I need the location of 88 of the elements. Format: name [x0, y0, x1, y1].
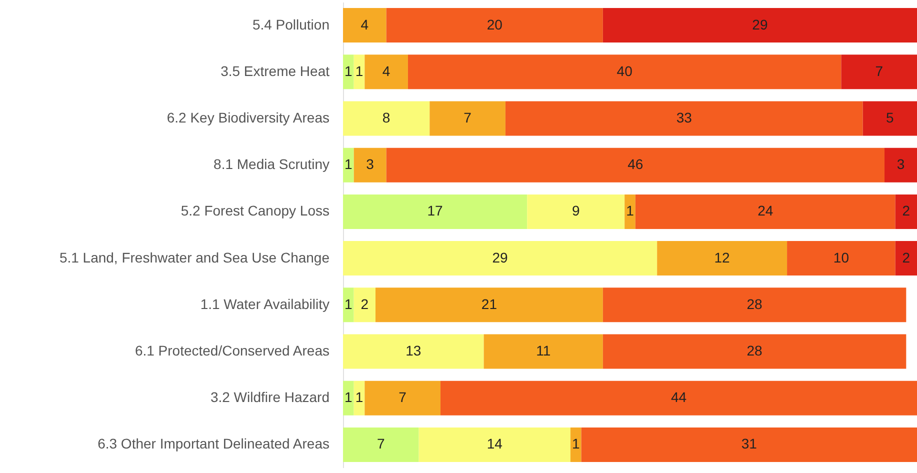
bar — [602, 334, 906, 369]
data-label: 17 — [427, 202, 444, 219]
bar — [624, 194, 636, 229]
data-label: 31 — [741, 436, 758, 452]
data-label: 4 — [360, 16, 369, 32]
bar — [343, 8, 386, 43]
data-label: 1 — [355, 389, 364, 406]
y-tick-label: 6.2 Key Biodiversity Areas — [166, 110, 330, 126]
y-tick-label: 5.1 Land, Freshwater and Sea Use Change — [59, 249, 330, 266]
bar — [430, 101, 506, 136]
data-label: 1 — [626, 202, 634, 219]
bar — [408, 54, 842, 90]
data-label: 3 — [366, 156, 374, 172]
data-label: 24 — [758, 202, 774, 219]
data-label: 46 — [628, 156, 644, 172]
y-tick-label: 5.2 Forest Canopy Loss — [180, 202, 330, 219]
data-label: 5 — [886, 110, 894, 126]
data-label: 28 — [746, 342, 763, 358]
data-label: 7 — [875, 62, 884, 79]
data-label: 12 — [714, 249, 730, 266]
bar — [787, 241, 896, 276]
bar — [841, 54, 917, 90]
y-tick-label: 6.1 Protected/Conserved Areas — [134, 342, 330, 358]
data-label: 44 — [670, 389, 687, 406]
data-label: 28 — [746, 296, 763, 312]
data-label: 2 — [902, 249, 910, 266]
bar — [343, 427, 419, 462]
bar — [505, 101, 863, 136]
data-label: 4 — [382, 62, 390, 79]
bar — [343, 241, 658, 276]
bar — [343, 54, 354, 90]
bar — [364, 54, 408, 90]
data-label: 1 — [344, 156, 353, 172]
data-label: 1 — [355, 62, 364, 79]
y-tick-label: 5.4 Pollution — [252, 16, 330, 32]
data-label: 7 — [464, 110, 472, 126]
data-label: 7 — [377, 436, 386, 452]
bar — [895, 241, 917, 276]
data-label: 1 — [344, 296, 353, 312]
data-label: 2 — [902, 202, 910, 219]
data-label: 1 — [344, 389, 353, 406]
data-label: 10 — [833, 249, 850, 266]
bar — [364, 380, 440, 416]
data-label: 9 — [572, 202, 580, 219]
bar — [635, 194, 896, 229]
bar — [343, 334, 484, 369]
y-tick-label: 8.1 Media Scrutiny — [214, 156, 330, 172]
y-tick-label: 3.2 Wildfire Hazard — [210, 389, 330, 406]
data-label: 14 — [486, 436, 503, 452]
data-label: 29 — [492, 249, 508, 266]
bar — [343, 101, 430, 136]
bar — [354, 148, 386, 182]
data-label: 40 — [616, 62, 633, 79]
y-tick-label: 1.1 Water Availability — [200, 296, 330, 312]
bar — [895, 194, 917, 229]
data-label: 2 — [360, 296, 369, 312]
bar — [375, 288, 603, 322]
data-label: 11 — [536, 342, 551, 358]
bar — [343, 380, 354, 416]
bar — [602, 8, 917, 43]
data-label: 21 — [481, 296, 498, 312]
data-label: 13 — [406, 342, 422, 358]
bar — [484, 334, 603, 369]
bar — [343, 288, 354, 322]
y-tick-label: 6.3 Other Important Delineated Areas — [98, 436, 330, 452]
bar — [418, 427, 570, 462]
bar — [343, 148, 354, 182]
data-label: 33 — [676, 110, 692, 126]
data-label: 20 — [486, 16, 503, 32]
bar — [602, 288, 906, 322]
data-label: 8 — [382, 110, 390, 126]
data-label: 1 — [344, 62, 353, 79]
y-tick-label: 3.5 Extreme Heat — [220, 62, 330, 79]
bar — [527, 194, 625, 229]
bar — [581, 427, 917, 462]
bar — [440, 380, 917, 416]
bar — [386, 148, 885, 182]
bar — [354, 288, 376, 322]
bar — [657, 241, 788, 276]
bar — [386, 8, 603, 43]
bar — [884, 148, 917, 182]
data-label: 3 — [896, 156, 905, 172]
data-label: 1 — [572, 436, 580, 452]
bar — [862, 101, 917, 136]
bar — [343, 194, 528, 229]
bar — [570, 427, 582, 462]
data-label: 7 — [398, 389, 407, 406]
data-label: 29 — [752, 16, 768, 32]
